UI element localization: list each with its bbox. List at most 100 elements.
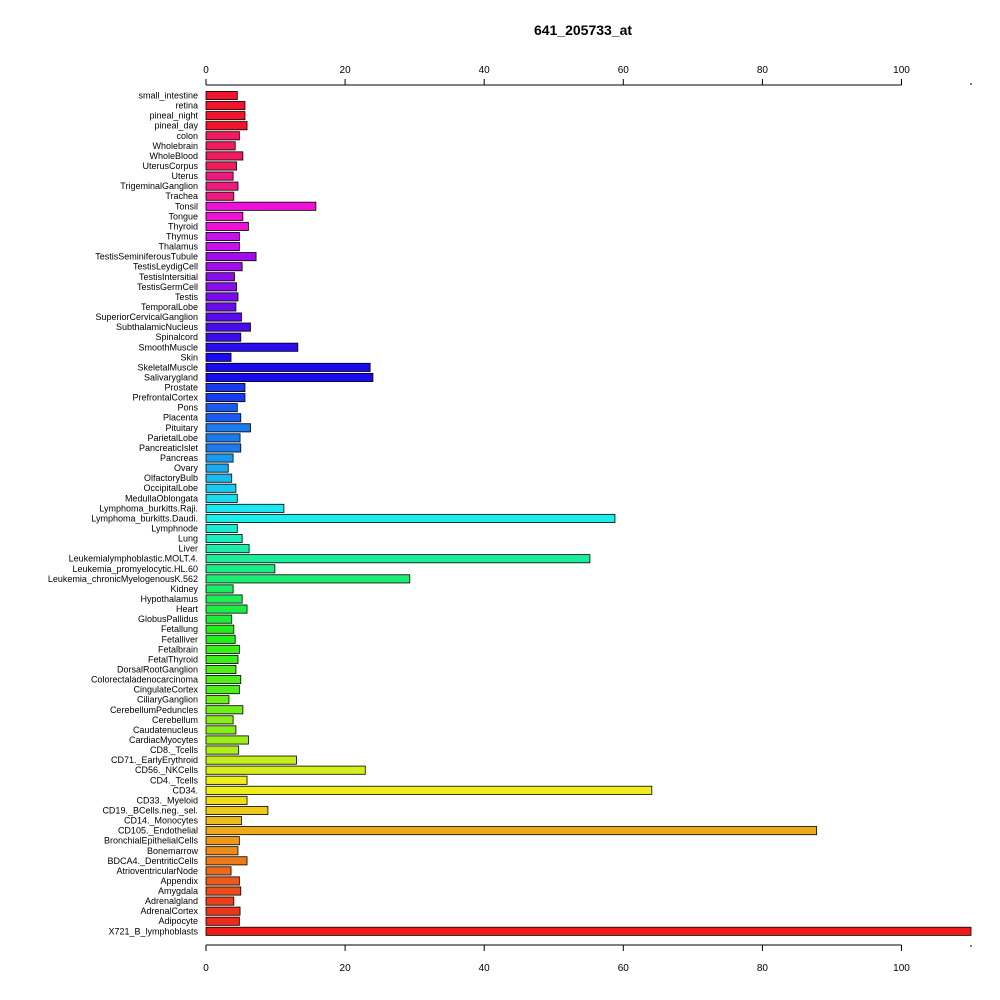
bar	[205, 876, 240, 886]
category-label: CD71._EarlyErythroid	[111, 755, 198, 765]
top-axis-tick-label: 100	[893, 65, 910, 76]
category-label: Adrenalgland	[145, 896, 198, 906]
top-axis-tick-label: 20	[340, 65, 352, 76]
category-label: Placenta	[163, 413, 198, 423]
category-label: Adipocyte	[158, 916, 198, 926]
bar	[205, 705, 244, 715]
bottom-axis-tick-label: 100	[893, 963, 910, 974]
bar	[205, 564, 276, 574]
category-label: WholeBlood	[149, 151, 198, 161]
category-label: Prostate	[164, 383, 198, 393]
category-label: SuperiorCervicalGanglion	[95, 312, 198, 322]
bar	[205, 775, 248, 785]
bar	[205, 403, 238, 413]
category-label: CD105._Endothelial	[118, 826, 198, 836]
category-label: SkeletalMuscle	[137, 362, 198, 372]
bar	[205, 886, 242, 896]
bar	[205, 342, 299, 352]
category-label: Leukemia_promyelocytic.HL.60	[72, 564, 198, 574]
category-label: TemporalLobe	[141, 302, 198, 312]
bar	[205, 785, 653, 795]
category-label: Pituitary	[165, 423, 198, 433]
category-label: PancreaticIslet	[139, 443, 199, 453]
category-label: CerebellumPeduncles	[110, 705, 199, 715]
bar	[205, 181, 239, 191]
category-label: OlfactoryBulb	[144, 473, 198, 483]
bar	[205, 393, 246, 403]
bar	[205, 423, 251, 433]
category-label: Thyroid	[168, 221, 198, 231]
category-label: Lymphnode	[151, 524, 198, 534]
bar	[205, 272, 235, 282]
bottom-axis-tick-label: 80	[757, 963, 769, 974]
category-label: CD8._Tcells	[150, 745, 199, 755]
category-label: Skin	[180, 352, 198, 362]
category-label: Hypothalamus	[140, 594, 198, 604]
category-label: Leukemialymphoblastic.MOLT.4.	[69, 554, 198, 564]
bar	[205, 171, 234, 181]
bar	[205, 745, 240, 755]
top-axis-tick-label: 0	[203, 65, 209, 76]
category-label: Appendix	[160, 876, 198, 886]
category-label: TestisGermCell	[137, 282, 198, 292]
category-label: CD14._Monocytes	[124, 816, 199, 826]
bar	[205, 221, 249, 231]
category-label: Caudatenucleus	[133, 725, 199, 735]
bar	[205, 715, 234, 725]
bar	[205, 795, 248, 805]
bar	[205, 121, 248, 131]
category-label: GlobusPallidus	[138, 614, 199, 624]
category-label: pineal_night	[149, 111, 198, 121]
bar	[205, 735, 249, 745]
bottom-axis-tick-label: 0	[203, 963, 209, 974]
category-label: FetalThyroid	[148, 654, 198, 664]
category-label: Colorectaladenocarcinoma	[91, 675, 198, 685]
category-label: Leukemia_chronicMyelogenousK.562	[48, 574, 198, 584]
bar	[205, 846, 239, 856]
bar	[205, 584, 234, 594]
category-label: SmoothMuscle	[138, 342, 198, 352]
category-label: Pancreas	[160, 453, 199, 463]
category-label: Lymphoma_burkitts.Daudi.	[91, 513, 198, 523]
bar	[205, 473, 233, 483]
category-label: BronchialEpithelialCells	[104, 836, 199, 846]
category-label: OccipitalLobe	[143, 483, 198, 493]
bar	[205, 191, 235, 201]
bar	[205, 816, 242, 826]
category-label: TestisIntersitial	[139, 272, 198, 282]
category-label: DorsalRootGanglion	[117, 664, 198, 674]
bar	[205, 805, 269, 815]
bar	[205, 594, 243, 604]
bar	[205, 131, 240, 141]
category-label: CD4._Tcells	[150, 775, 199, 785]
category-label: Bonemarrow	[147, 846, 199, 856]
category-label: Cerebellum	[152, 715, 198, 725]
bar	[205, 675, 242, 685]
bar	[205, 463, 229, 473]
category-label: TestisSeminiferousTubule	[95, 252, 198, 262]
bar	[205, 201, 317, 211]
category-label: Lymphoma_burkitts.Raji.	[99, 503, 198, 513]
bar	[205, 826, 818, 836]
category-label: Tongue	[168, 211, 198, 221]
bar	[205, 725, 237, 735]
bar	[205, 372, 374, 382]
category-label: Spinalcord	[155, 332, 198, 342]
category-labels: small_intestineretinapineal_nightpineal_…	[48, 91, 199, 937]
bar	[205, 322, 251, 332]
bar	[205, 836, 240, 846]
category-label: AdrenalCortex	[140, 906, 198, 916]
bottom-axis-tick-label: 60	[618, 963, 630, 974]
bar	[205, 624, 235, 634]
bar	[205, 654, 239, 664]
category-label: Salivarygland	[144, 372, 198, 382]
bar	[205, 503, 285, 513]
bottom-axis-tick-label: 40	[479, 963, 491, 974]
bar	[205, 262, 243, 272]
bottom-axis-tick-label: 20	[340, 963, 352, 974]
bar	[205, 282, 238, 292]
bar	[205, 383, 246, 393]
category-label: MedullaOblongata	[125, 493, 198, 503]
top-axis-tick-label: 40	[479, 65, 491, 76]
